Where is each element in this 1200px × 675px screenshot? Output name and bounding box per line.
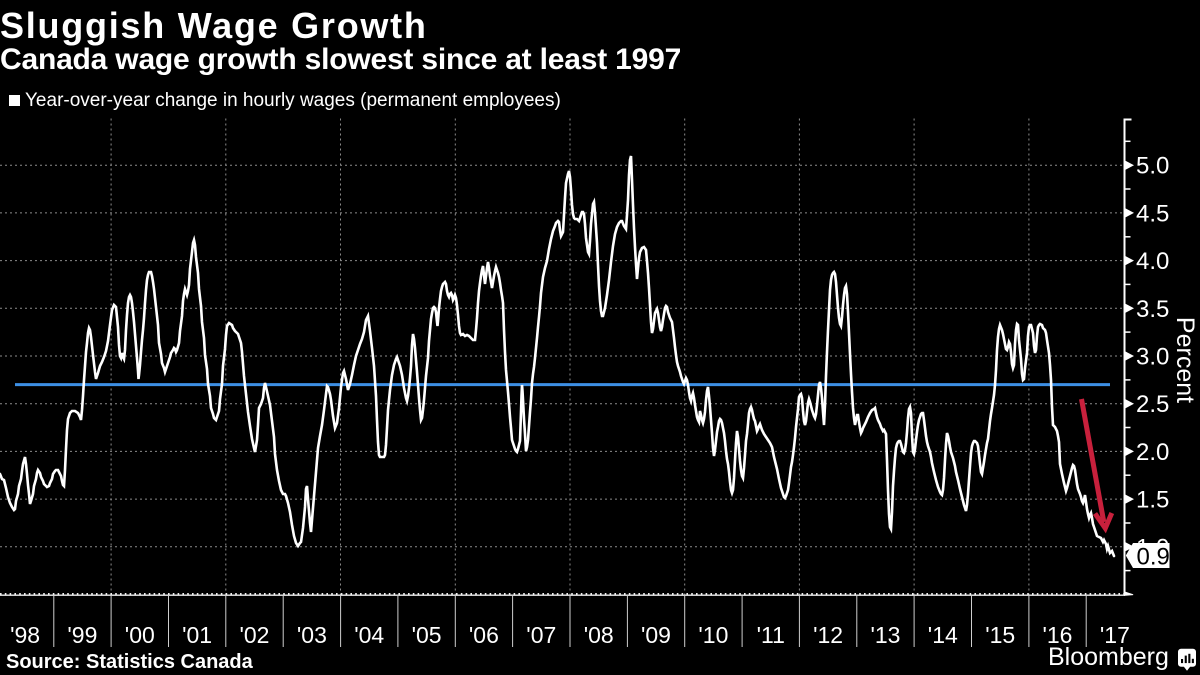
svg-text:4.0: 4.0 (1136, 248, 1169, 275)
svg-text:5.0: 5.0 (1136, 153, 1169, 180)
svg-text:'98: '98 (10, 622, 40, 648)
svg-text:'16: '16 (1043, 622, 1073, 648)
svg-text:'13: '13 (871, 622, 901, 648)
svg-text:2.5: 2.5 (1136, 391, 1169, 418)
svg-text:'15: '15 (985, 622, 1015, 648)
svg-text:'08: '08 (584, 622, 614, 648)
svg-text:0.9: 0.9 (1137, 544, 1170, 571)
svg-text:'04: '04 (354, 622, 384, 648)
svg-text:'09: '09 (641, 622, 671, 648)
svg-text:'11: '11 (757, 622, 785, 648)
svg-text:2.0: 2.0 (1136, 439, 1169, 466)
svg-text:'01: '01 (182, 622, 212, 648)
svg-text:'03: '03 (297, 622, 327, 648)
svg-text:'05: '05 (412, 622, 442, 648)
svg-text:'02: '02 (240, 622, 270, 648)
svg-text:'14: '14 (928, 622, 958, 648)
svg-text:4.5: 4.5 (1136, 200, 1169, 227)
svg-text:'07: '07 (526, 622, 556, 648)
svg-text:3.5: 3.5 (1136, 296, 1169, 323)
svg-text:1.5: 1.5 (1136, 487, 1169, 514)
svg-text:'12: '12 (813, 622, 843, 648)
svg-text:Percent: Percent (1171, 317, 1199, 403)
svg-text:'00: '00 (125, 622, 155, 648)
svg-text:'10: '10 (698, 622, 728, 648)
svg-text:3.0: 3.0 (1136, 344, 1169, 371)
svg-text:'99: '99 (67, 622, 97, 648)
svg-text:'17: '17 (1100, 622, 1130, 648)
svg-text:'06: '06 (469, 622, 499, 648)
